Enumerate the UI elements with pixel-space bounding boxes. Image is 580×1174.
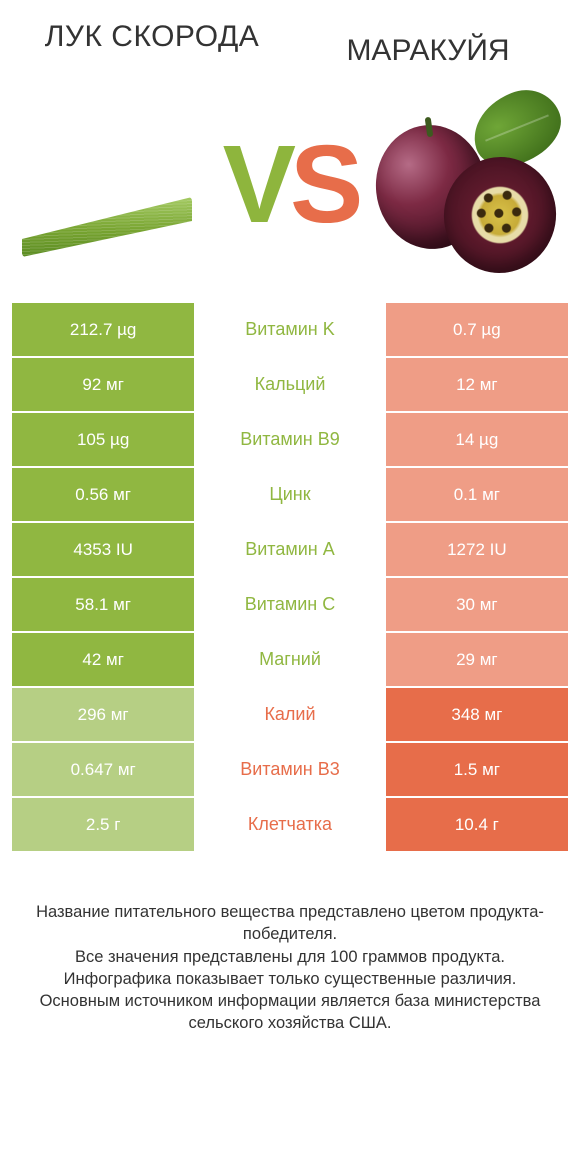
hero-row: VS <box>12 85 568 285</box>
nutrient-row: 4353 IUВитамин A1272 IU <box>12 523 568 578</box>
right-value: 1.5 мг <box>386 743 568 796</box>
right-value: 29 мг <box>386 633 568 686</box>
nutrient-table: 212.7 µgВитамин K0.7 µg92 мгКальций12 мг… <box>12 303 568 853</box>
right-value: 12 мг <box>386 358 568 411</box>
right-value: 0.1 мг <box>386 468 568 521</box>
right-value: 30 мг <box>386 578 568 631</box>
nutrient-label: Витамин B9 <box>194 413 385 466</box>
nutrient-label: Витамин K <box>194 303 385 356</box>
vs-label: VS <box>223 130 358 240</box>
nutrient-row: 0.647 мгВитамин B31.5 мг <box>12 743 568 798</box>
vs-v: V <box>223 123 290 246</box>
right-value: 348 мг <box>386 688 568 741</box>
nutrient-label: Магний <box>194 633 385 686</box>
right-value: 10.4 г <box>386 798 568 851</box>
nutrient-label: Цинк <box>194 468 385 521</box>
nutrient-row: 0.56 мгЦинк0.1 мг <box>12 468 568 523</box>
left-value: 0.647 мг <box>12 743 194 796</box>
nutrient-label: Витамин B3 <box>194 743 385 796</box>
left-value: 42 мг <box>12 633 194 686</box>
passionfruit-illustration <box>370 93 560 283</box>
left-value: 2.5 г <box>12 798 194 851</box>
left-value: 92 мг <box>12 358 194 411</box>
chives-illustration <box>22 197 192 257</box>
nutrient-label: Калий <box>194 688 385 741</box>
titles-row: ЛУК СКОРОДА MАРАКУЙЯ <box>12 20 568 67</box>
left-value: 4353 IU <box>12 523 194 576</box>
product-left-title: ЛУК СКОРОДА <box>32 20 272 53</box>
nutrient-row: 2.5 гКлетчатка10.4 г <box>12 798 568 853</box>
nutrient-row: 212.7 µgВитамин K0.7 µg <box>12 303 568 358</box>
nutrient-row: 105 µgВитамин B914 µg <box>12 413 568 468</box>
nutrient-row: 58.1 мгВитамин C30 мг <box>12 578 568 633</box>
left-value: 212.7 µg <box>12 303 194 356</box>
nutrient-label: Клетчатка <box>194 798 385 851</box>
chives-icon <box>22 197 192 257</box>
nutrient-row: 42 мгМагний29 мг <box>12 633 568 688</box>
footer-notes: Название питательного вещества представл… <box>12 901 568 1035</box>
right-value: 0.7 µg <box>386 303 568 356</box>
nutrient-label: Витамин A <box>194 523 385 576</box>
right-value: 14 µg <box>386 413 568 466</box>
left-value: 105 µg <box>12 413 194 466</box>
product-right-title: MАРАКУЙЯ <box>308 34 548 67</box>
footer-line: Все значения представлены для 100 граммо… <box>34 946 546 968</box>
nutrient-label: Кальций <box>194 358 385 411</box>
nutrient-label: Витамин C <box>194 578 385 631</box>
left-value: 58.1 мг <box>12 578 194 631</box>
footer-line: Инфографика показывает только существенн… <box>34 968 546 990</box>
vs-s: S <box>290 123 357 246</box>
left-value: 0.56 мг <box>12 468 194 521</box>
nutrient-row: 92 мгКальций12 мг <box>12 358 568 413</box>
nutrient-row: 296 мгКалий348 мг <box>12 688 568 743</box>
right-value: 1272 IU <box>386 523 568 576</box>
footer-line: Основным источником информации является … <box>34 990 546 1035</box>
footer-line: Название питательного вещества представл… <box>34 901 546 946</box>
left-value: 296 мг <box>12 688 194 741</box>
